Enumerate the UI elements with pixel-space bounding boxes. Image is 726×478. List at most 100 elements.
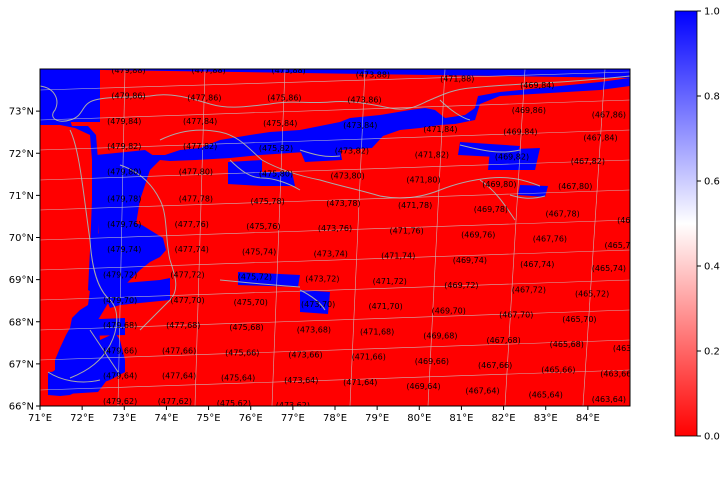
grid-cell-label: (469,72)	[444, 281, 478, 290]
grid-cell-label: (479,88)	[111, 66, 145, 75]
x-tick-label: 75°E	[197, 413, 221, 424]
high-value-region	[40, 69, 630, 396]
grid-cell-label: (473,82)	[335, 146, 369, 155]
grid-cell-label: (465,64)	[529, 391, 563, 400]
grid-cell-label: (471,76)	[390, 226, 424, 235]
grid-cell-label: (467,84)	[583, 134, 617, 143]
grid-cell-label: (477,84)	[183, 117, 217, 126]
grid-cell-label: (469,80)	[482, 180, 516, 189]
grid-cell-label: (469,64)	[406, 382, 440, 391]
grid-cell-label: (477,72)	[170, 271, 204, 280]
grid-cell-label: (467,76)	[533, 235, 567, 244]
x-tick-label: 79°E	[365, 413, 389, 424]
y-axis: 73°N 72°N 71°N 70°N 69°N 68°N 67°N 66°N	[9, 107, 40, 413]
y-tick-label: 72°N	[9, 149, 34, 160]
colorbar-tick-label: 0.8	[704, 92, 720, 103]
grid-cell-label: (475,80)	[259, 169, 293, 178]
grid-cell-label: (471,80)	[406, 176, 440, 185]
coastline	[40, 75, 630, 383]
grid-cell-label: (479,78)	[107, 195, 141, 204]
grid-cell-label: (467,80)	[558, 182, 592, 191]
grid-cell-label: (465,72)	[575, 289, 609, 298]
grid-cell-label: (475,84)	[263, 119, 297, 128]
x-tick-label: 84°E	[576, 413, 600, 424]
grid-cell-label: (471,66)	[352, 353, 386, 362]
grid-cell-label: (471,72)	[373, 277, 407, 286]
grid-cell-label: (475,76)	[246, 222, 280, 231]
grid-cell-label: (473,70)	[301, 300, 335, 309]
grid-cell-label: (477,68)	[166, 321, 200, 330]
grid-cell-label: (463,64)	[592, 395, 626, 404]
x-tick-label: 78°E	[323, 413, 347, 424]
grid-cell-label: (469,84)	[503, 127, 537, 136]
grid-cell-label: (473,74)	[314, 249, 348, 258]
grid-cell-label: (475,88)	[272, 66, 306, 75]
grid-cell-label: (469,86)	[512, 106, 546, 115]
grid-cell-label: (473,88)	[356, 70, 390, 79]
grid-cell-label: (467,66)	[478, 361, 512, 370]
y-tick-label: 69°N	[9, 275, 34, 286]
y-tick-label: 70°N	[9, 233, 34, 244]
grid-cell-label: (473,62)	[276, 401, 310, 410]
colorbar-tick-label: 1.0	[704, 7, 720, 18]
grid-cell-label: (473,80)	[331, 172, 365, 181]
grid-cell-label: (467,64)	[465, 386, 499, 395]
grid-cell-label: (467,78)	[545, 209, 579, 218]
grid-cell-label: (465,68)	[550, 340, 584, 349]
grid-cell-label: (477,82)	[183, 142, 217, 151]
grid-cell-label: (477,78)	[179, 195, 213, 204]
grid-cell-label: (469,66)	[415, 357, 449, 366]
grid-cell-label: (475,62)	[217, 399, 251, 408]
colorbar-tick-label: 0.6	[704, 177, 720, 188]
grid-cell-label: (473,86)	[347, 96, 381, 105]
grid-cell-label: (465,76)	[604, 241, 638, 250]
grid-cell-label: (475,64)	[221, 374, 255, 383]
grid-cell-label: (477,88)	[191, 66, 225, 75]
grid-cell-label: (469,74)	[453, 256, 487, 265]
grid-cell-label: (465,78)	[617, 216, 651, 225]
colorbar-ticks: 0.0 0.2 0.4 0.6 0.8 1.0	[697, 7, 720, 443]
grid-cell-label: (469,84)	[520, 81, 554, 90]
grid-cell-label: (471,64)	[343, 378, 377, 387]
grid-cell-label: (475,68)	[229, 323, 263, 332]
grid-cell-label: (471,82)	[415, 150, 449, 159]
grid-cell-label: (479,76)	[107, 220, 141, 229]
grid-cell-label: (467,74)	[520, 260, 554, 269]
grid-cell-label: (479,68)	[103, 321, 137, 330]
grid-cell-label: (473,72)	[305, 275, 339, 284]
x-tick-label: 80°E	[407, 413, 431, 424]
grid-cell-label: (475,78)	[250, 197, 284, 206]
y-tick-label: 67°N	[9, 359, 34, 370]
grid-cell-label: (479,66)	[103, 346, 137, 355]
y-tick-label: 68°N	[9, 317, 34, 328]
grid-cell-label: (469,78)	[474, 205, 508, 214]
grid-cell-label: (471,70)	[368, 302, 402, 311]
grid-cell-label: (477,76)	[175, 220, 209, 229]
x-tick-label: 82°E	[492, 413, 516, 424]
grid-cell-label: (479,70)	[103, 296, 137, 305]
grid-cell-label: (467,86)	[592, 110, 626, 119]
grid-cell-label: (465,70)	[562, 315, 596, 324]
grid-cell-label: (465,66)	[541, 365, 575, 374]
y-tick-label: 73°N	[9, 107, 34, 118]
grid-cell-label: (469,68)	[423, 332, 457, 341]
grid-cell-label: (477,80)	[179, 167, 213, 176]
grid-cell-label: (471,84)	[423, 125, 457, 134]
grid-cell-label: (473,76)	[318, 224, 352, 233]
graticule	[40, 69, 630, 406]
colorbar: 0.0 0.2 0.4 0.6 0.8 1.0	[674, 7, 720, 443]
colorbar-tick-label: 0.2	[704, 347, 720, 358]
grid-cell-label: (473,66)	[288, 351, 322, 360]
grid-cell-label: (479,62)	[103, 397, 137, 406]
grid-cell-label: (473,78)	[326, 199, 360, 208]
grid-cell-label: (479,64)	[103, 372, 137, 381]
y-tick-label: 66°N	[9, 402, 34, 413]
grid-cell-label: (473,64)	[284, 376, 318, 385]
x-tick-label: 74°E	[154, 413, 178, 424]
grid-cell-label: (471,68)	[360, 327, 394, 336]
grid-cell-label: (477,62)	[158, 397, 192, 406]
grid-cell-label: (479,74)	[107, 245, 141, 254]
grid-cell-label: (471,78)	[398, 201, 432, 210]
grid-cell-label: (465,74)	[592, 264, 626, 273]
grid-cell-label: (473,68)	[297, 325, 331, 334]
